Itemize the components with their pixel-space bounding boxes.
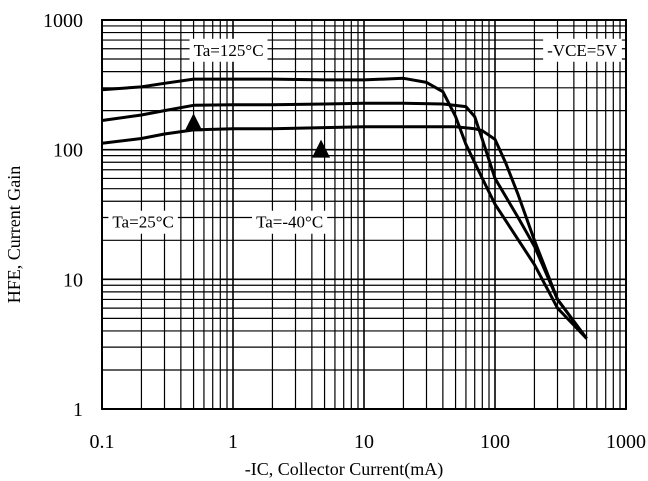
marker-group	[184, 113, 331, 158]
y-tick-label: 1	[73, 399, 83, 421]
annotation: Ta=125°C	[189, 38, 268, 62]
annotation-background	[252, 210, 328, 234]
annotation: Ta=25°C	[108, 210, 178, 234]
annotation-text: -VCE=5V	[547, 41, 618, 60]
annotation-background	[108, 210, 178, 234]
annotation: Ta=-40°C	[252, 210, 328, 234]
x-tick-label: 100	[480, 431, 510, 453]
x-tick-label: 0.1	[90, 431, 115, 453]
annotation-text: Ta=125°C	[194, 41, 264, 60]
series-line	[101, 101, 588, 340]
series-line	[101, 76, 588, 340]
tick-labels: 0.1 1 10 100 1000 1 10 100 1000	[43, 10, 646, 453]
y-axis-label: HFE, Current Gain	[4, 166, 24, 303]
plot-frame	[101, 19, 627, 410]
triangle-marker	[184, 113, 203, 132]
triangle-marker	[312, 139, 331, 158]
x-tick-label: 1000	[606, 431, 646, 453]
y-tick-label: 1000	[43, 10, 83, 32]
x-axis-label: -IC, Collector Current(mA)	[245, 459, 443, 480]
y-tick-label: 10	[63, 269, 83, 291]
annotation-text: Ta=-40°C	[256, 213, 323, 232]
y-tick-label: 100	[53, 140, 83, 162]
annotation: -VCE=5V	[543, 38, 622, 62]
annotation-text: Ta=25°C	[112, 213, 173, 232]
annotation-group: Ta=125°C -VCE=5V Ta=25°C Ta=-40°C	[108, 38, 622, 234]
x-tick-label: 10	[354, 431, 374, 453]
grid	[101, 20, 626, 410]
annotation-background	[543, 38, 622, 62]
x-tick-label: 1	[228, 431, 238, 453]
annotation-background	[189, 38, 268, 62]
